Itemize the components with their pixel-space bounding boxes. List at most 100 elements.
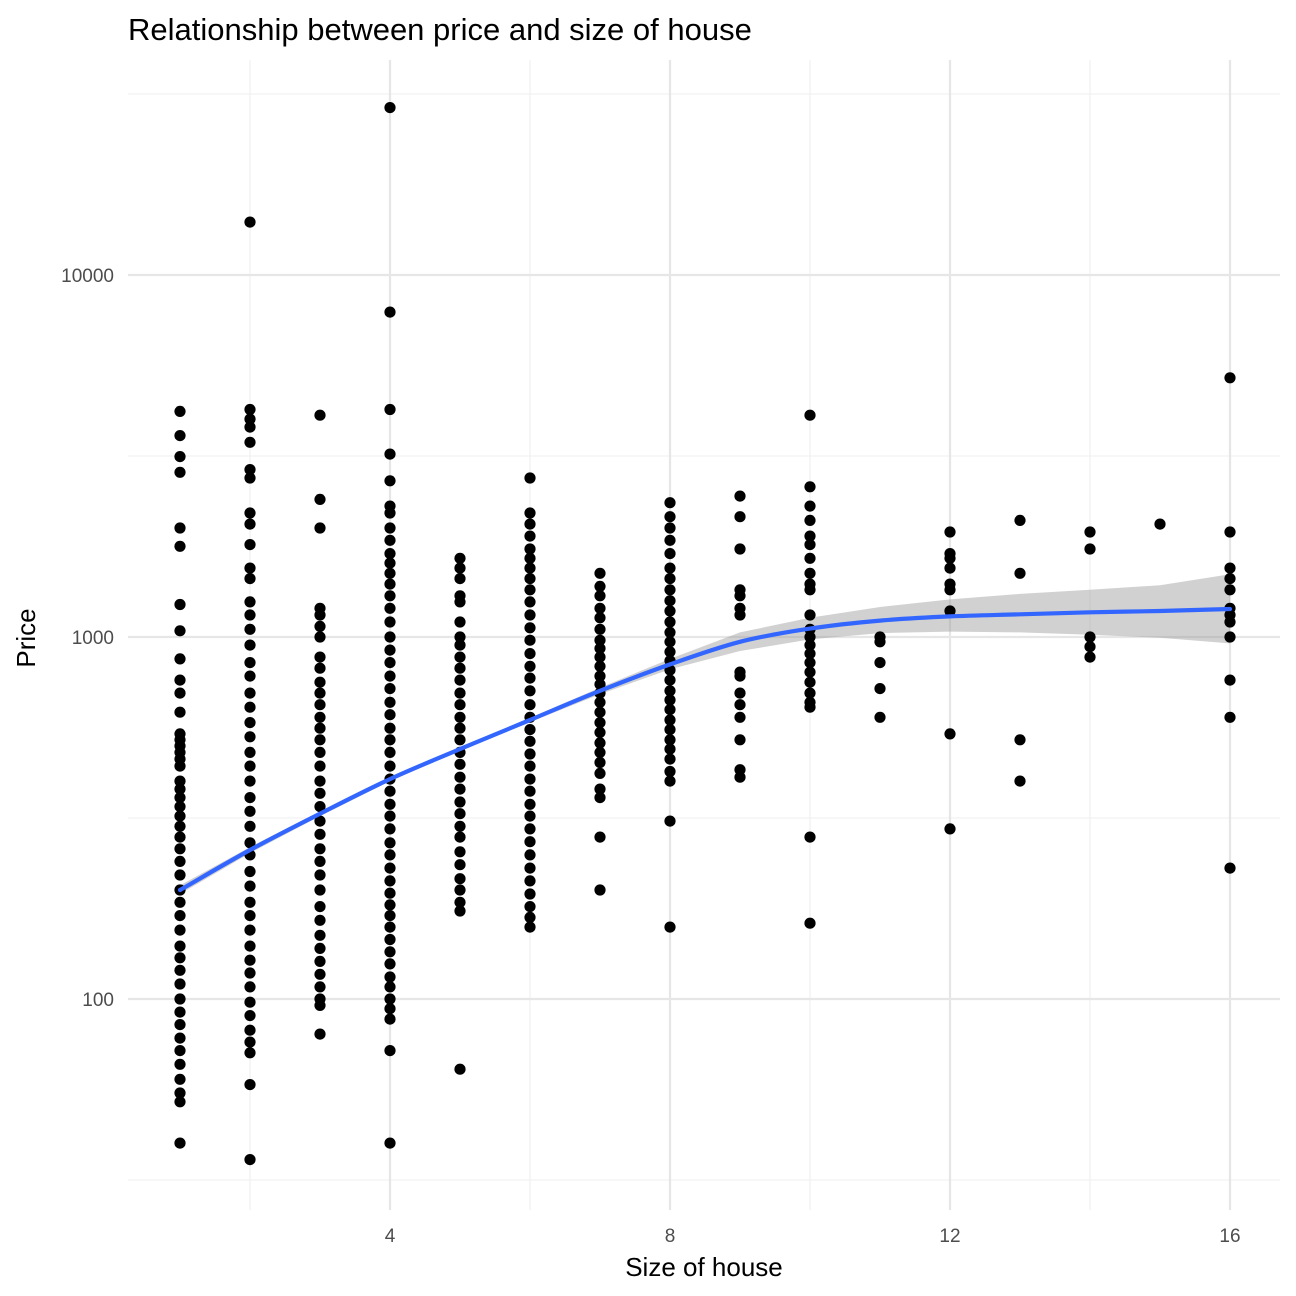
data-point (314, 787, 326, 799)
data-point (384, 696, 396, 708)
data-point (524, 552, 536, 564)
data-point (454, 884, 466, 896)
data-point (244, 1036, 256, 1048)
data-point (524, 748, 536, 760)
data-point (384, 849, 396, 861)
data-point (734, 734, 746, 746)
data-point (244, 760, 256, 772)
data-point (804, 657, 816, 669)
data-point (314, 929, 326, 941)
data-point (314, 734, 326, 746)
data-point (524, 507, 536, 519)
data-point (454, 1063, 466, 1075)
data-point (524, 699, 536, 711)
data-point (384, 534, 396, 546)
data-point (804, 514, 816, 527)
data-point (594, 831, 606, 843)
data-point (664, 584, 676, 596)
y-axis-title: Price (11, 608, 41, 667)
data-point (314, 676, 326, 688)
data-point (454, 699, 466, 711)
data-point (664, 775, 676, 787)
data-point (664, 636, 676, 648)
data-point (384, 670, 396, 682)
data-point (174, 869, 186, 881)
data-point (454, 687, 466, 699)
data-point (244, 573, 256, 585)
confidence-band (180, 574, 1230, 894)
smooth-trend-line (177, 606, 1233, 893)
data-point (944, 605, 956, 617)
data-point (174, 843, 186, 855)
data-point (1224, 711, 1236, 723)
data-point (664, 497, 676, 509)
data-point (174, 952, 186, 964)
data-point (244, 507, 256, 519)
data-point (384, 548, 396, 560)
data-point (524, 672, 536, 684)
data-point (244, 657, 256, 669)
data-point (1084, 526, 1096, 538)
data-point (454, 734, 466, 746)
data-point (174, 1032, 186, 1044)
data-point (384, 785, 396, 797)
data-point (314, 722, 326, 734)
data-point (244, 731, 256, 743)
data-point (174, 1045, 186, 1057)
data-point (594, 706, 606, 718)
data-point (174, 1096, 186, 1108)
data-point (314, 901, 326, 913)
data-point (384, 823, 396, 835)
data-point (384, 102, 396, 114)
data-point (454, 771, 466, 783)
data-point (524, 562, 536, 574)
data-point (314, 746, 326, 759)
data-point (664, 714, 676, 726)
data-point (314, 775, 326, 787)
data-point (664, 815, 676, 827)
data-point (804, 481, 816, 493)
data-point (384, 887, 396, 899)
data-point (244, 910, 256, 922)
data-point (244, 837, 256, 849)
data-point (244, 880, 256, 892)
data-point (244, 954, 256, 966)
data-point (314, 760, 326, 772)
chart-title: Relationship between price and size of h… (128, 12, 752, 47)
data-point (384, 448, 396, 460)
data-point (524, 849, 536, 861)
data-point (804, 539, 816, 551)
data-point (524, 798, 536, 810)
x-axis-tick-labels: 4 8 12 16 (385, 1226, 1241, 1247)
data-point (524, 648, 536, 660)
data-point (384, 683, 396, 695)
data-point (174, 1019, 186, 1031)
data-point (664, 511, 676, 523)
data-point (314, 1028, 326, 1040)
data-point (874, 683, 886, 695)
data-point (384, 1045, 396, 1057)
data-point (244, 1079, 256, 1091)
data-point (454, 783, 466, 795)
data-point (174, 1073, 186, 1085)
data-point (454, 905, 466, 917)
data-point (384, 981, 396, 993)
data-point (664, 765, 676, 778)
data-point (734, 771, 746, 783)
data-point (734, 490, 746, 502)
data-point (1154, 518, 1166, 530)
data-point (594, 567, 606, 579)
data-point (314, 968, 326, 980)
data-point (454, 639, 466, 651)
data-point (174, 687, 186, 699)
data-point (174, 792, 186, 804)
data-point (524, 921, 536, 933)
data-point (944, 526, 956, 538)
data-point (384, 875, 396, 887)
data-point (524, 685, 536, 697)
data-point (244, 518, 256, 530)
data-point (664, 573, 676, 585)
data-point (594, 756, 606, 769)
data-point (314, 815, 326, 827)
data-point (594, 612, 606, 624)
